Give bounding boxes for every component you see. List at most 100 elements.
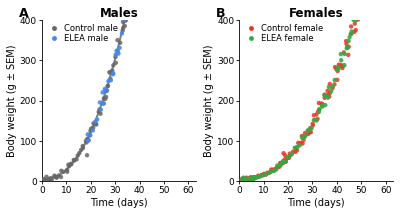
Point [112, 53, 119, 56]
Point [345, 53, 352, 57]
Point [60, 170, 67, 174]
Point [307, 126, 313, 130]
Point [104, 89, 110, 92]
Point [92, 120, 98, 123]
Point [338, 63, 344, 67]
Point [288, 153, 294, 157]
Point [120, 20, 126, 24]
Point [302, 134, 308, 138]
Point [103, 89, 109, 93]
Text: A: A [19, 7, 28, 20]
Point [104, 84, 111, 88]
Point [348, 32, 354, 36]
Point [110, 64, 116, 67]
Point [322, 96, 328, 100]
Point [270, 168, 276, 171]
Point [106, 71, 112, 74]
Point [66, 164, 72, 168]
Point [283, 160, 289, 163]
Point [100, 102, 106, 105]
Point [43, 175, 50, 178]
Point [51, 174, 58, 177]
Point [245, 177, 252, 180]
Point [304, 129, 311, 132]
Point [114, 38, 121, 42]
Point [352, 19, 359, 22]
Point [58, 175, 64, 179]
Point [123, 7, 130, 10]
Point [360, 4, 366, 8]
Point [246, 177, 252, 181]
Point [356, 0, 362, 3]
Point [321, 94, 328, 97]
Point [122, 24, 128, 28]
Point [94, 118, 100, 121]
Point [310, 122, 316, 125]
Point [316, 110, 322, 114]
Point [250, 178, 256, 182]
Point [120, 26, 126, 30]
Point [310, 124, 316, 127]
Point [330, 84, 336, 88]
Point [124, 8, 130, 11]
Point [272, 167, 279, 170]
Point [299, 142, 306, 145]
Point [260, 173, 266, 177]
Point [71, 159, 78, 162]
Point [293, 147, 299, 150]
Point [113, 61, 119, 64]
Point [70, 158, 77, 162]
Point [297, 142, 303, 145]
Point [240, 176, 246, 180]
Point [270, 169, 277, 173]
Point [333, 67, 340, 71]
Point [351, 9, 357, 12]
Point [331, 83, 338, 86]
Point [318, 102, 325, 105]
Point [248, 177, 255, 181]
Point [54, 176, 60, 179]
Point [315, 110, 321, 113]
Point [299, 136, 306, 140]
Point [64, 170, 70, 174]
Point [68, 163, 74, 166]
Point [238, 178, 245, 182]
Point [107, 77, 114, 81]
Point [311, 118, 317, 122]
Point [126, 1, 132, 4]
Point [350, 18, 357, 22]
Point [356, 6, 362, 10]
Point [100, 102, 107, 105]
Point [260, 173, 266, 177]
Point [100, 91, 106, 94]
Point [305, 129, 312, 132]
Point [319, 105, 326, 108]
Point [296, 143, 303, 147]
Point [351, 30, 358, 34]
Point [353, 15, 359, 19]
Point [326, 85, 332, 89]
Point [249, 176, 255, 180]
Point [276, 164, 282, 168]
Point [258, 174, 265, 177]
Point [258, 174, 265, 177]
Point [105, 84, 111, 88]
Point [83, 141, 90, 144]
Point [335, 66, 342, 70]
Point [268, 170, 274, 174]
Point [122, 18, 128, 22]
Point [243, 176, 250, 179]
Point [282, 158, 288, 161]
Point [313, 119, 320, 122]
Point [325, 96, 331, 99]
Y-axis label: Body weight (g ± SEM): Body weight (g ± SEM) [7, 45, 17, 157]
Point [240, 176, 246, 180]
Point [345, 39, 352, 43]
Point [348, 32, 354, 36]
Point [53, 176, 60, 179]
Point [352, 22, 358, 25]
Point [282, 154, 288, 157]
Point [112, 55, 119, 58]
Point [122, 14, 128, 18]
Point [253, 175, 260, 179]
